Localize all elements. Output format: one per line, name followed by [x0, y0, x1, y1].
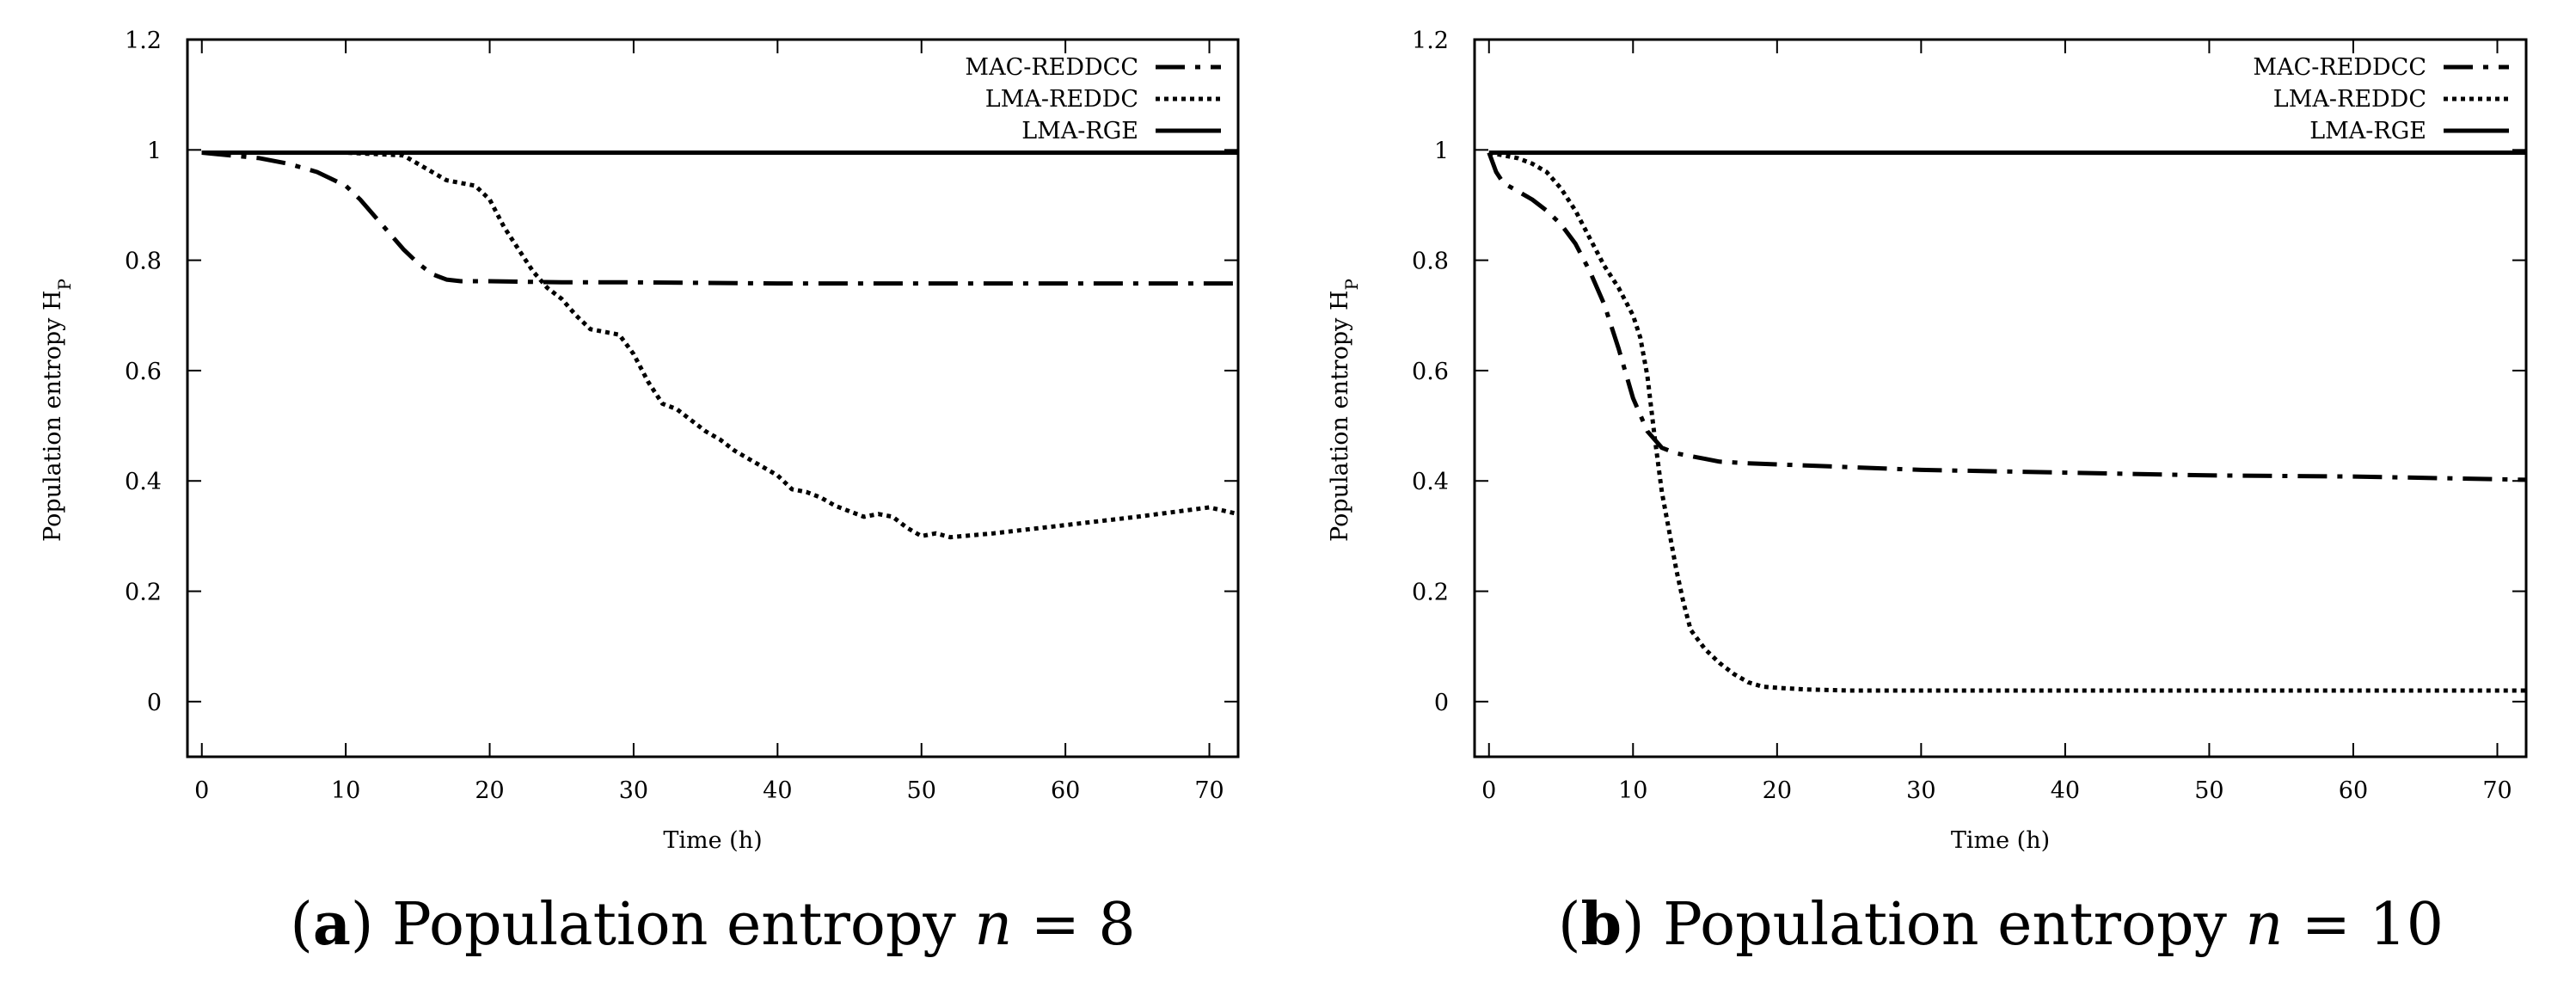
y-tick-label: 0: [147, 690, 162, 716]
y-tick-label: 1.2: [125, 28, 162, 54]
legend-label-lma-rge: LMA-RGE: [1021, 118, 1138, 144]
x-tick-label: 10: [331, 777, 360, 804]
x-tick-label: 50: [907, 777, 936, 804]
x-tick-label: 20: [475, 777, 504, 804]
series-line-mac-reddcc: [201, 150, 1238, 286]
caption-part-1: b: [1580, 890, 1622, 959]
x-tick-label: 10: [1618, 777, 1647, 804]
caption-part-0: (: [1558, 891, 1581, 959]
caption-part-0: (: [290, 891, 313, 959]
x-tick-label: 40: [763, 777, 792, 804]
y-tick-label: 1: [147, 138, 162, 164]
figure-caption: (a) Population entropy n = 8: [290, 890, 1135, 959]
x-tick-label: 70: [2482, 777, 2512, 804]
x-tick-label: 20: [1763, 777, 1792, 804]
x-tick-label: 60: [2339, 777, 2368, 804]
plot-frame: [186, 38, 1240, 758]
x-tick-label: 50: [2194, 777, 2223, 804]
caption-part-3: n: [974, 891, 1012, 959]
y-tick-label: 0.4: [1412, 469, 1449, 495]
x-tick-label: 30: [619, 777, 648, 804]
legend-label-mac-reddcc: MAC-REDDCC: [2253, 54, 2426, 81]
x-tick-label: 60: [1051, 777, 1080, 804]
legend-label-mac-reddcc: MAC-REDDCC: [965, 54, 1138, 81]
caption-part-2: ) Population entropy: [1622, 891, 2246, 959]
y-tick-label: 0: [1434, 690, 1449, 716]
y-tick-label: 0.2: [125, 580, 162, 606]
caption-part-3: n: [2246, 891, 2284, 959]
y-axis-label-subscript: P: [54, 279, 75, 290]
caption-part-1: a: [313, 890, 351, 959]
series-line-lma-reddc: [201, 150, 1239, 540]
figure-caption: (b) Population entropy n = 10: [1558, 890, 2444, 959]
legend-label-lma-reddc: LMA-REDDC: [2273, 86, 2426, 113]
y-tick-label: 0.8: [125, 249, 162, 275]
series-line-lma-reddc: [1488, 150, 2526, 693]
x-tick-label: 70: [1194, 777, 1224, 804]
plot-frame: [1473, 38, 2528, 758]
y-tick-label: 0.2: [1412, 580, 1449, 606]
x-axis-label: Time (h): [663, 827, 762, 854]
y-tick-label: 0.4: [125, 469, 162, 495]
x-tick-label: 0: [194, 777, 209, 804]
y-tick-label: 0.6: [125, 359, 162, 385]
series-line-mac-reddcc: [1487, 151, 2527, 482]
caption-part-4: = 10: [2283, 891, 2444, 959]
caption-part-4: = 8: [1012, 891, 1135, 959]
y-tick-label: 1: [1434, 138, 1449, 164]
legend-label-lma-reddc: LMA-REDDC: [985, 86, 1138, 113]
y-tick-label: 1.2: [1412, 28, 1449, 54]
y-axis-label: Population entropy HP: [40, 279, 75, 542]
chart-b: 0 0.2 0.4 0.6 0.8 1 1.2 0 10 20 30 40 50 60 70 Time (h)…: [1327, 28, 2528, 959]
x-tick-label: 40: [2051, 777, 2080, 804]
y-tick-label: 0.8: [1412, 249, 1449, 275]
x-tick-label: 30: [1906, 777, 1935, 804]
legend-label-lma-rge: LMA-RGE: [2309, 118, 2426, 144]
x-tick-label: 0: [1481, 777, 1496, 804]
x-axis-label: Time (h): [1951, 827, 2050, 854]
y-axis-label-subscript: P: [1341, 279, 1362, 290]
y-axis-label: Population entropy HP: [1327, 279, 1362, 542]
y-tick-label: 0.6: [1412, 359, 1449, 385]
caption-part-2: ) Population entropy: [351, 891, 975, 959]
chart-a: 0 0.2 0.4 0.6 0.8 1 1.2 0 10 20 30 40 50 60 70 Time (h)…: [40, 28, 1240, 959]
